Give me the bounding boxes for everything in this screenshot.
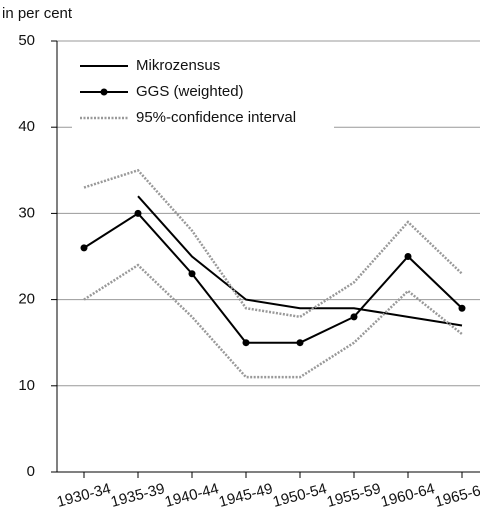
y-tick-label: 50: [18, 32, 35, 49]
series-line: [83, 263, 463, 379]
legend-marker: [100, 88, 108, 96]
data-point: [80, 244, 88, 252]
x-tick-label: 1965-69: [433, 480, 480, 511]
data-point: [188, 270, 196, 278]
data-point: [134, 209, 142, 217]
data-point: [296, 339, 304, 347]
y-tick-label: 0: [27, 463, 35, 480]
data-point: [242, 339, 250, 347]
y-tick-label: 10: [18, 377, 35, 394]
series-line: [83, 212, 463, 344]
data-point: [404, 253, 412, 260]
y-axis-label: in per cent: [2, 5, 73, 22]
x-tick-label: 1945-49: [217, 480, 275, 511]
data-point: [350, 313, 358, 321]
y-tick-label: 20: [18, 291, 35, 308]
x-tick-label: 1930-34: [55, 480, 113, 511]
legend-label: Mikrozensus: [136, 57, 220, 74]
legend: Mikrozensus GGS (weighted) 95%-confidence …: [72, 52, 334, 134]
x-tick-label: 1950-54: [271, 480, 329, 511]
y-tick-label: 40: [18, 118, 35, 135]
x-tick-label: 1960-64: [379, 480, 437, 511]
series-line: [83, 168, 463, 319]
data-point: [458, 304, 466, 312]
x-tick-label: 1935-39: [109, 480, 167, 511]
legend-label: GGS (weighted): [136, 83, 244, 100]
legend-label: 95%-confidence interval: [136, 109, 296, 126]
y-tick-label: 30: [18, 204, 35, 221]
series-line: [137, 195, 463, 327]
x-tick-label: 1940-44: [163, 480, 221, 511]
x-tick-label: 1955-59: [325, 480, 383, 511]
